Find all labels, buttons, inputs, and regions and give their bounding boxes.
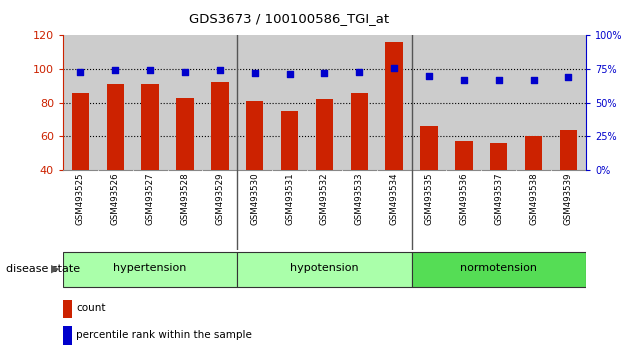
Text: GSM493531: GSM493531 (285, 172, 294, 225)
Text: GSM493536: GSM493536 (459, 172, 468, 225)
Bar (141, 84, 159, 170)
Bar (307, 35, 342, 170)
Bar (411, 35, 447, 170)
Text: GSM493532: GSM493532 (320, 172, 329, 225)
Bar (63, 299, 72, 318)
Bar (202, 35, 238, 170)
Point (494, 77, 504, 82)
Bar (377, 35, 411, 170)
Point (180, 69, 190, 75)
Text: GSM493533: GSM493533 (355, 172, 364, 225)
Text: GSM493528: GSM493528 (181, 172, 190, 225)
Text: disease state: disease state (6, 264, 81, 274)
Bar (481, 35, 516, 170)
Bar (559, 130, 577, 170)
Bar (106, 84, 124, 170)
Point (145, 68, 155, 73)
Bar (350, 92, 368, 170)
Bar (272, 35, 307, 170)
Bar (551, 35, 586, 170)
Point (459, 77, 469, 82)
FancyBboxPatch shape (411, 251, 586, 287)
Point (76, 69, 86, 75)
Bar (168, 35, 202, 170)
Bar (447, 35, 481, 170)
Text: GSM493535: GSM493535 (425, 172, 433, 225)
Bar (281, 111, 299, 170)
Text: GSM493525: GSM493525 (76, 172, 85, 225)
Bar (176, 98, 194, 170)
Bar (316, 99, 333, 170)
FancyBboxPatch shape (238, 251, 411, 287)
Bar (246, 101, 263, 170)
Bar (72, 92, 89, 170)
Point (354, 69, 364, 75)
Text: GSM493526: GSM493526 (111, 172, 120, 225)
Text: GSM493537: GSM493537 (495, 172, 503, 225)
Text: ▶: ▶ (52, 264, 60, 274)
Point (110, 68, 120, 73)
Point (389, 65, 399, 70)
Bar (455, 141, 472, 170)
Bar (516, 35, 551, 170)
Point (529, 77, 539, 82)
Bar (211, 82, 229, 170)
Bar (63, 326, 72, 345)
Bar (98, 35, 133, 170)
Point (563, 74, 573, 80)
FancyBboxPatch shape (63, 251, 238, 287)
Bar (420, 126, 438, 170)
Bar (63, 35, 98, 170)
Text: GSM493527: GSM493527 (146, 172, 154, 225)
Bar (238, 35, 272, 170)
Point (424, 73, 434, 79)
Bar (525, 136, 542, 170)
Text: GSM493530: GSM493530 (250, 172, 259, 225)
Text: GSM493534: GSM493534 (390, 172, 399, 225)
Bar (386, 42, 403, 170)
Text: percentile rank within the sample: percentile rank within the sample (76, 330, 252, 340)
Text: normotension: normotension (461, 263, 537, 273)
Point (249, 70, 260, 76)
Text: count: count (76, 303, 106, 313)
Point (285, 72, 295, 77)
Point (215, 68, 225, 73)
Text: hypotension: hypotension (290, 263, 358, 273)
Bar (133, 35, 168, 170)
Text: GDS3673 / 100100586_TGI_at: GDS3673 / 100100586_TGI_at (189, 12, 389, 25)
Text: hypertension: hypertension (113, 263, 187, 273)
Text: GSM493529: GSM493529 (215, 172, 224, 225)
Text: GSM493539: GSM493539 (564, 172, 573, 225)
Text: GSM493538: GSM493538 (529, 172, 538, 225)
Point (319, 70, 329, 76)
Bar (342, 35, 377, 170)
Bar (490, 143, 508, 170)
